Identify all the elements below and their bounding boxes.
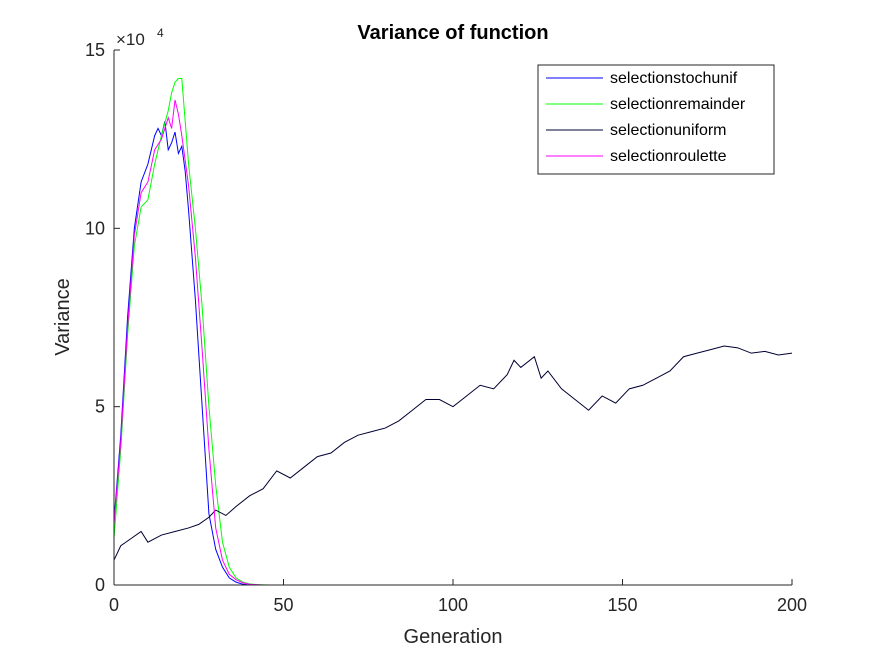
legend-label-selectionroulette: selectionroulette <box>610 148 727 165</box>
y-tick-label: 10 <box>85 218 105 238</box>
y-tick-label: 0 <box>95 575 105 595</box>
legend: selectionstochunif selectionremainder sele… <box>537 64 775 175</box>
y-axis-label: Variance <box>52 278 74 355</box>
series-line-selectionstochunif <box>113 121 250 586</box>
series-line-selectionremainder <box>113 78 270 586</box>
plot-area <box>113 78 793 586</box>
chart-title: Variance of function <box>357 22 548 44</box>
legend-label-selectionremainder: selectionremainder <box>610 96 746 113</box>
legend-label-selectionstochunif: selectionstochunif <box>610 70 738 87</box>
x-axis-label: Generation <box>404 626 503 648</box>
axes: 0 50 100 150 200 0 5 10 15 <box>85 40 807 615</box>
x-tick-label: 0 <box>109 595 119 615</box>
y-exponent-base: ×10 <box>116 30 145 49</box>
x-tick-label: 50 <box>273 595 293 615</box>
y-axis-exponent: ×10 4 <box>116 26 164 49</box>
y-tick-label: 5 <box>95 397 105 417</box>
series-line-selectionuniform <box>113 345 793 561</box>
y-exponent-power: 4 <box>157 26 164 40</box>
legend-label-selectionuniform: selectionuniform <box>610 122 727 139</box>
x-tick-label: 150 <box>607 595 637 615</box>
x-tick-label: 100 <box>438 595 468 615</box>
y-tick-label: 15 <box>85 40 105 60</box>
x-tick-label: 200 <box>777 595 807 615</box>
